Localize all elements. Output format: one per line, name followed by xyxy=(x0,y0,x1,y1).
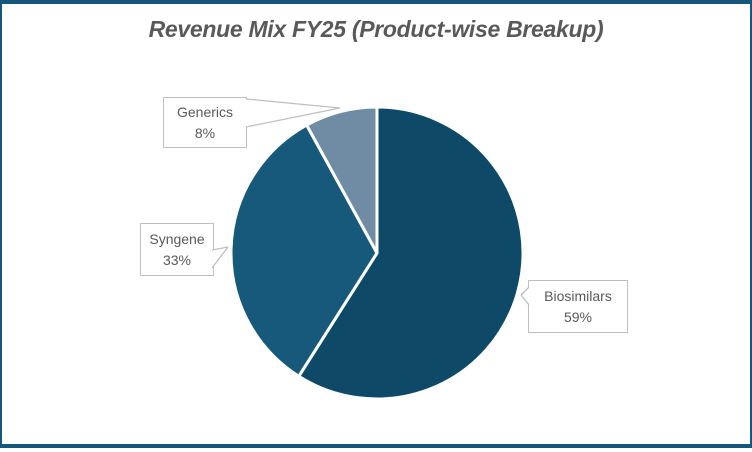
slice-value-biosimilars: 59% xyxy=(563,308,593,325)
chart-title: Revenue Mix FY25 (Product-wise Breakup) xyxy=(148,16,604,42)
pie-chart[interactable] xyxy=(227,103,527,403)
leader-syngene-fill xyxy=(212,247,228,268)
leader-syngene-line xyxy=(211,246,229,269)
slice-label-syngene: Syngene xyxy=(149,230,205,247)
data-label-callout-generics[interactable]: Generics 8% xyxy=(163,97,247,148)
slice-label-generics: Generics xyxy=(176,103,234,120)
slice-value-generics: 8% xyxy=(194,124,216,141)
data-label-callout-biosimilars[interactable]: Biosimilars 59% xyxy=(528,280,628,333)
slice-value-syngene: 33% xyxy=(162,251,192,268)
pie-slice-biosimilars[interactable] xyxy=(296,105,525,401)
data-label-callout-syngene[interactable]: Syngene 33% xyxy=(140,223,214,276)
slice-label-biosimilars: Biosimilars xyxy=(544,287,612,304)
leader-syngene-line xyxy=(211,246,229,251)
